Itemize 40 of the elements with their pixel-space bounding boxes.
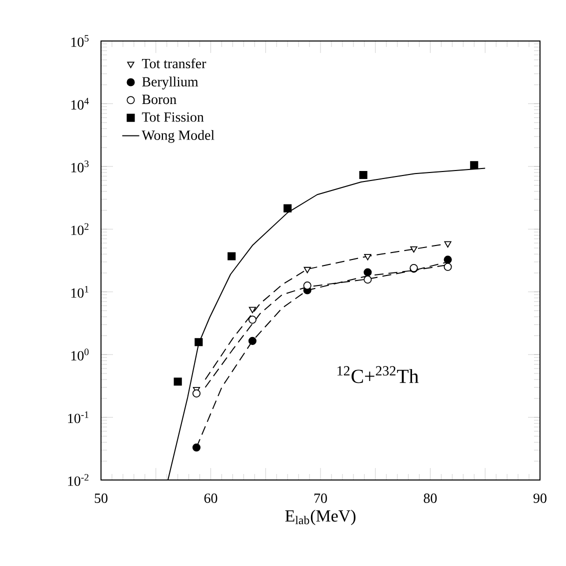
point — [192, 389, 201, 398]
point — [359, 170, 368, 180]
y-tick-label: 10$^{5}$ — [71, 35, 89, 47]
point — [364, 268, 372, 276]
point — [248, 316, 256, 324]
x-tick-label: 70 — [314, 494, 327, 503]
x-tick-label: 80 — [424, 494, 437, 503]
point — [192, 443, 201, 452]
y-tick-label: 10$^{3}$ — [71, 160, 89, 172]
x-tick-label: 90 — [533, 494, 546, 503]
y-tick-label: 10$^{4}$ — [71, 98, 89, 110]
point — [364, 254, 372, 260]
point — [284, 204, 292, 212]
x-tick-label: 60 — [204, 494, 218, 503]
point — [364, 276, 372, 284]
legend-label: Wong Model — [142, 130, 214, 143]
point — [444, 241, 452, 248]
point — [248, 336, 256, 345]
point — [304, 266, 311, 274]
y-tick-label: 10$^{2}$ — [71, 223, 88, 236]
y-tick-label: 10$^{-1}$ — [68, 411, 88, 424]
point — [228, 252, 236, 260]
y-tick-label: 10$^{-2}$ — [68, 474, 88, 486]
point — [470, 161, 478, 170]
point — [194, 338, 203, 346]
point — [303, 282, 312, 290]
point — [248, 306, 256, 314]
x-tick-label: 50 — [94, 494, 108, 503]
legend-label: Beryllium — [142, 76, 198, 90]
legend-label: Boron — [142, 94, 176, 104]
point — [174, 378, 182, 386]
legend-label: Tot Fission — [142, 112, 204, 122]
y-tick-label: 10$^{1}$ — [71, 286, 88, 298]
point — [410, 246, 418, 253]
x-axis-title: E$_{lab}$(MeV) — [285, 510, 356, 526]
point — [444, 256, 452, 264]
point — [444, 262, 452, 271]
annotation: $^{12}$C+$^{232}$Th — [338, 366, 419, 384]
y-tick-label: 10$^{0}$ — [71, 348, 89, 360]
legend-label: Tot transfer — [142, 58, 206, 68]
